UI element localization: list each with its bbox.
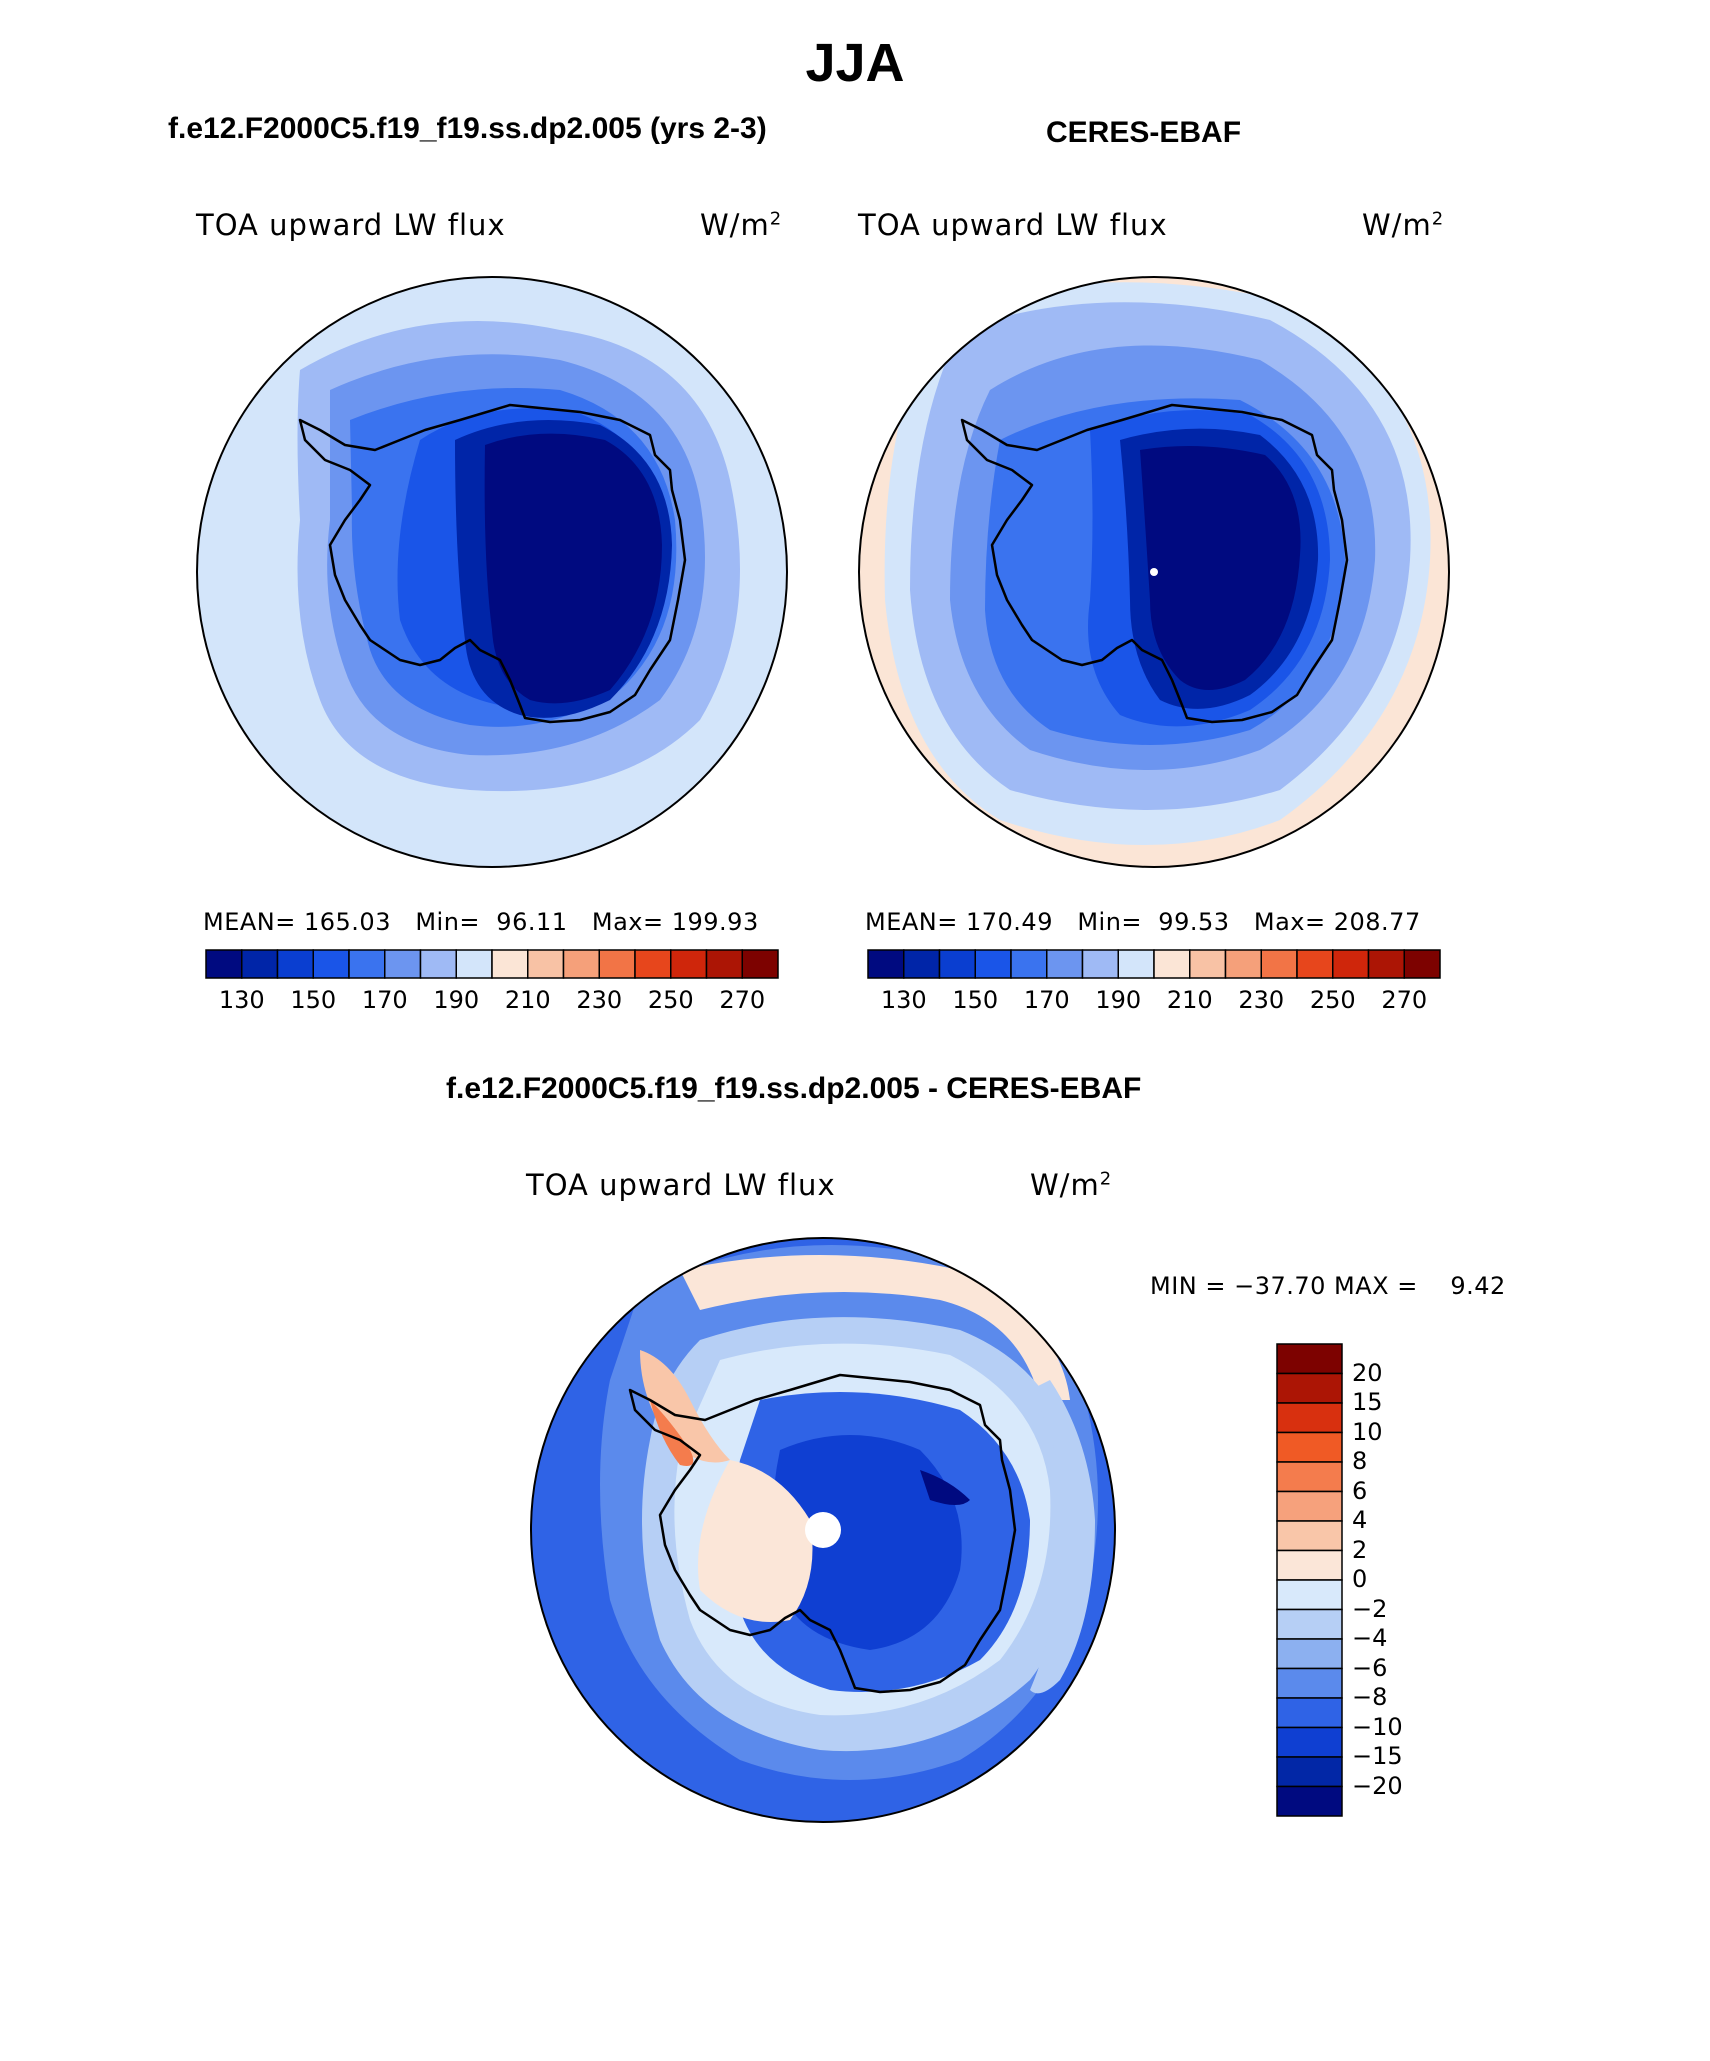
panel-2-colorbar-cell [974,949,1012,979]
panel-1-colorbar-cell [527,949,565,979]
panel-2-colorbar-cell [1224,949,1262,979]
panel-1-colorbar-tick: 270 [719,986,766,1014]
difference-colorbar-tick: −4 [1352,1624,1388,1652]
difference-colorbar-cell [1276,1667,1343,1699]
panel-2-colorbar-cell [1153,949,1191,979]
difference-colorbar-cell [1276,1579,1343,1611]
difference-polar-map [531,1238,1115,1822]
difference-colorbar-cell [1276,1697,1343,1729]
panel-1-colorbar-tick: 190 [433,986,480,1014]
difference-colorbar-cell [1276,1343,1343,1375]
difference-colorbar-cell [1276,1520,1343,1552]
panel-1-units: W/m2 [700,208,783,242]
difference-colorbar-tick: 6 [1352,1476,1368,1505]
panel-2-polar-map [859,277,1449,867]
difference-colorbar-cell [1276,1490,1343,1522]
difference-colorbar-tick: 0 [1352,1565,1368,1593]
panel-2-colorbar-cell [1010,949,1048,979]
difference-colorbar-cell [1276,1402,1343,1434]
panel-1-colorbar-cell [598,949,636,979]
panel-2-colorbar-tick: 130 [880,986,927,1014]
panel-2-colorbar-tick: 190 [1095,986,1142,1014]
panel-2-colorbar-tick: 150 [952,986,999,1014]
panel-1-colorbar-cell [455,949,493,979]
difference-colorbar-cell [1276,1756,1343,1788]
difference-minmax: MIN = −37.70 MAX = 9.42 [1150,1272,1506,1300]
panel-1-colorbar-cell [348,949,386,979]
panel-1-colorbar-cell [562,949,600,979]
panel-1-colorbar-cell [312,949,350,979]
difference-colorbar-cell [1276,1785,1343,1817]
panel-1-colorbar-cell [241,949,279,979]
panel-2-heading: CERES-EBAF [1046,116,1242,149]
difference-colorbar-cell [1276,1461,1343,1493]
panel-1-polar-map [197,277,787,867]
panel-1-colorbar [205,949,779,979]
panel-1-colorbar-tick: 170 [361,986,408,1014]
panel-1-colorbar-cell [634,949,672,979]
difference-colorbar-tick: −10 [1352,1712,1403,1741]
panel-1-colorbar-cell [276,949,314,979]
difference-colorbar-tick: 4 [1352,1506,1368,1534]
panel-1-colorbar-tick: 130 [218,986,265,1014]
panel-2-stats: MEAN= 170.49 Min= 99.53 Max= 208.77 [865,908,1421,936]
panel-1-colorbar-cell [419,949,457,979]
panel-2-colorbar-cell [1189,949,1227,979]
panel-1-colorbar-cell [741,949,779,979]
panel-2-colorbar-cell [1403,949,1441,979]
panel-2-colorbar-cell [1046,949,1084,979]
panel-1-colorbar-cell [705,949,743,979]
panel-1-colorbar-tick: 230 [576,986,623,1014]
difference-colorbar-cell [1276,1638,1343,1670]
panel-1-stats: MEAN= 165.03 Min= 96.11 Max= 199.93 [203,908,759,936]
panel-2-variable-label: TOA upward LW flux [858,208,1168,242]
difference-colorbar-cell [1276,1726,1343,1758]
difference-variable-label: TOA upward LW flux [526,1168,836,1202]
panel-2-colorbar-cell [903,949,941,979]
difference-colorbar-tick: −6 [1352,1653,1388,1682]
difference-colorbar-cell [1276,1608,1343,1640]
difference-units: W/m2 [1030,1168,1113,1202]
panel-2-colorbar-tick: 210 [1166,986,1213,1014]
panel-2-colorbar-cell [1260,949,1298,979]
panel-1-colorbar-cell [384,949,422,979]
panel-1-colorbar-tick: 250 [647,986,694,1014]
panel-1-colorbar-cell [670,949,708,979]
panel-1-colorbar-tick: 150 [290,986,337,1014]
panel-1-heading: f.e12.F2000C5.f19_f19.ss.dp2.005 (yrs 2-… [168,112,767,145]
difference-colorbar-tick: 10 [1352,1417,1383,1446]
panel-2-colorbar-tick: 250 [1309,986,1356,1014]
difference-colorbar-cell [1276,1549,1343,1581]
panel-2-colorbar-cell [1117,949,1155,979]
panel-2-colorbar-cell [867,949,905,979]
panel-2-colorbar-cell [1081,949,1119,979]
panel-2-colorbar-cell [1367,949,1405,979]
panel-2-units: W/m2 [1362,208,1445,242]
main-title: JJA [805,33,905,93]
panel-2-colorbar-cell [1332,949,1370,979]
difference-colorbar-cell [1276,1372,1343,1404]
panel-1-variable-label: TOA upward LW flux [196,208,506,242]
difference-colorbar-tick: −15 [1352,1742,1403,1770]
difference-colorbar-tick: −2 [1352,1594,1388,1623]
panel-2-colorbar-tick: 270 [1381,986,1428,1014]
difference-colorbar-tick: −20 [1352,1771,1403,1800]
panel-1-colorbar-cell [491,949,529,979]
difference-colorbar-tick: 2 [1352,1535,1368,1564]
panel-1-colorbar-cell [205,949,243,979]
difference-colorbar [1276,1343,1343,1817]
panel-2-colorbar-tick: 230 [1238,986,1285,1014]
panel-2-colorbar [867,949,1441,979]
difference-colorbar-tick: −8 [1352,1683,1388,1711]
panel-1-colorbar-tick: 210 [504,986,551,1014]
difference-colorbar-tick: 8 [1352,1447,1368,1475]
panel-2-colorbar-tick: 170 [1023,986,1070,1014]
difference-colorbar-tick: 15 [1352,1388,1383,1416]
difference-heading: f.e12.F2000C5.f19_f19.ss.dp2.005 - CERES… [446,1072,1142,1105]
panel-2-colorbar-cell [938,949,976,979]
panel-2-colorbar-cell [1296,949,1334,979]
difference-colorbar-tick: 20 [1352,1358,1383,1387]
difference-colorbar-cell [1276,1431,1343,1463]
